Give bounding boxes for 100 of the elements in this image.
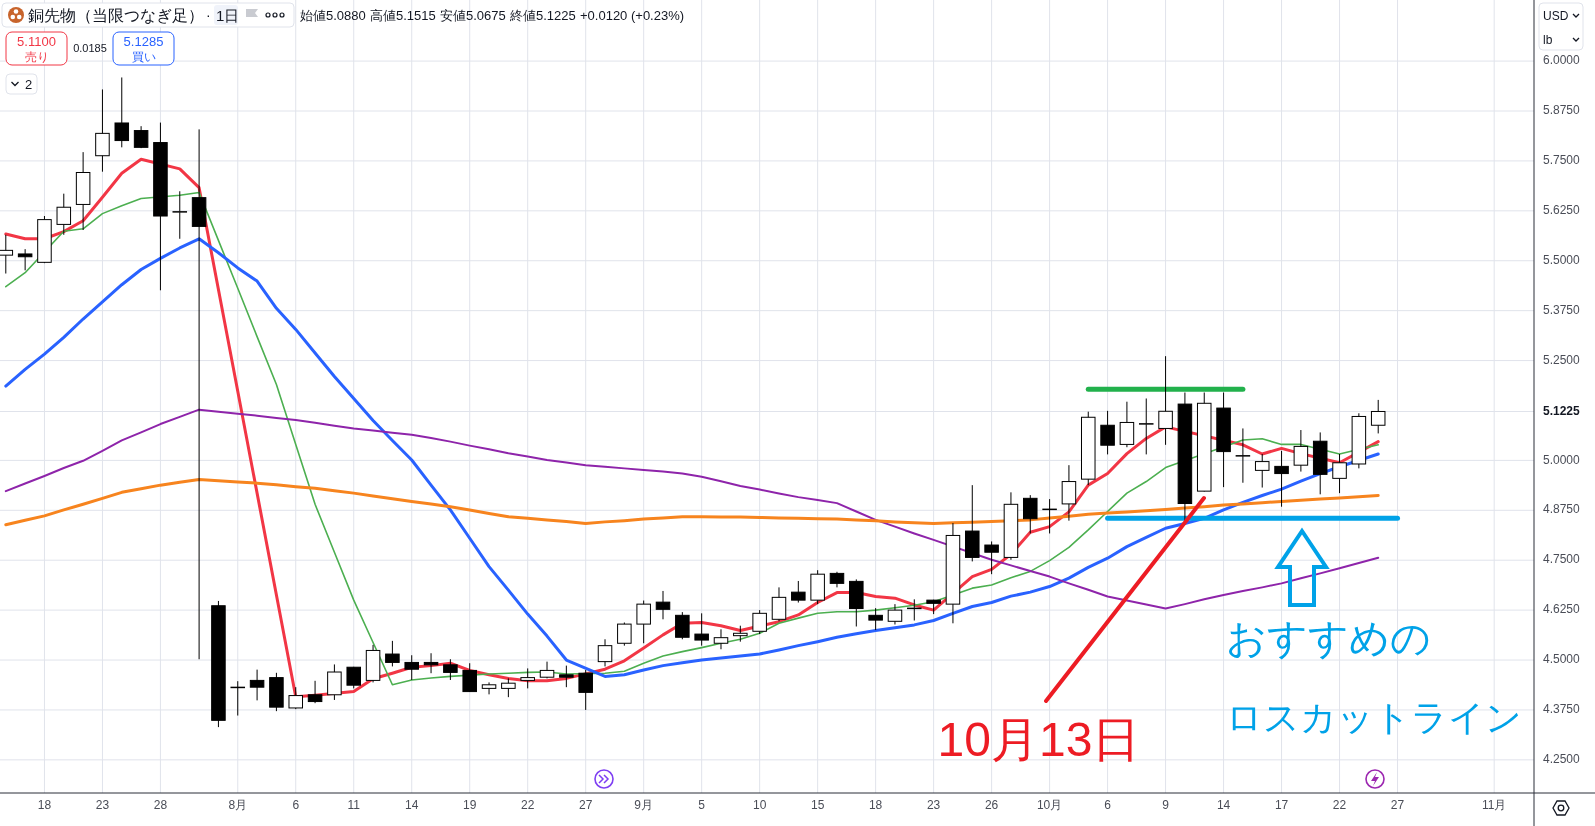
text: USD xyxy=(1543,9,1569,23)
candlestick xyxy=(17,248,33,271)
candlestick xyxy=(114,76,130,148)
candlestick xyxy=(578,669,593,711)
x-tick-label: 6 xyxy=(292,798,300,813)
candlestick xyxy=(713,628,729,650)
x-tick-label: 9 xyxy=(1162,798,1170,813)
candlestick xyxy=(868,607,883,631)
candlestick xyxy=(462,662,477,693)
candlestick xyxy=(501,677,516,698)
candlestick xyxy=(1235,427,1251,484)
candlestick xyxy=(694,612,709,647)
annotation: 0.0185 xyxy=(73,42,107,54)
candlestick xyxy=(791,580,806,604)
x-tick-label: 11 xyxy=(347,798,361,813)
candlestick xyxy=(559,665,574,688)
line-series xyxy=(4,478,1380,527)
x-tick-label: 23 xyxy=(95,798,110,813)
annotation: 安値5.0675 xyxy=(440,8,506,23)
y-tick-label: 4.8750 xyxy=(1543,502,1581,517)
y-tick-label: 5.1225 xyxy=(1543,403,1581,418)
candlestick xyxy=(771,586,787,622)
x-tick-label: 10月 xyxy=(1036,798,1063,813)
candlestick xyxy=(191,128,207,660)
candlestick xyxy=(907,598,922,621)
annotation: ロスカットライン xyxy=(1226,697,1522,738)
x-tick-label: 11月 xyxy=(1481,798,1507,813)
candlestick xyxy=(0,234,14,275)
candlestick xyxy=(1061,464,1077,522)
annotation: おすすめの xyxy=(1226,616,1431,660)
candlestick xyxy=(249,669,265,701)
line-series xyxy=(4,408,1380,610)
candlestick xyxy=(1254,453,1270,489)
x-tick-label: 5 xyxy=(698,798,706,813)
candlestick xyxy=(984,540,999,575)
annotation: 2 xyxy=(25,77,33,92)
y-tick-label: 5.8750 xyxy=(1543,103,1581,118)
annotation: 高値5.1515 xyxy=(370,8,436,23)
candlestick xyxy=(752,609,767,635)
candlestick xyxy=(307,680,323,704)
candlestick xyxy=(443,658,458,681)
candlestick xyxy=(520,667,535,689)
candlestick xyxy=(1119,401,1135,448)
annotation: +0.0120 (+0.23%) xyxy=(580,8,685,23)
annotation: 終値5.1225 xyxy=(509,8,576,23)
text: lb xyxy=(1543,33,1553,47)
y-tick-label: 5.0000 xyxy=(1543,452,1581,467)
candlestick xyxy=(675,611,690,640)
x-tick-label: 10 xyxy=(752,798,767,813)
x-tick-label: 18 xyxy=(868,798,883,813)
x-tick-label: 18 xyxy=(37,798,52,813)
annotation: 売り xyxy=(24,50,49,64)
x-tick-label: 6 xyxy=(1104,798,1112,813)
x-tick-label: 14 xyxy=(1216,798,1231,813)
candlestick xyxy=(1138,398,1154,455)
candlestick xyxy=(1100,410,1115,455)
x-tick-label: 27 xyxy=(1390,798,1405,813)
candlestick xyxy=(1293,429,1309,473)
x-tick-label: 26 xyxy=(984,798,999,813)
candlestick xyxy=(327,663,342,701)
y-tick-label: 5.7500 xyxy=(1543,153,1581,168)
candlestick xyxy=(1370,399,1386,434)
candlestick xyxy=(404,654,419,681)
candlestick xyxy=(1023,494,1038,534)
y-tick-label: 5.6250 xyxy=(1543,203,1581,217)
y-tick-label: 4.7500 xyxy=(1543,552,1581,567)
annotation: 10月13日 xyxy=(937,713,1141,766)
y-tick-label: 4.2500 xyxy=(1543,752,1581,767)
annotation: · xyxy=(206,7,211,23)
candlestick xyxy=(636,600,651,644)
candlestick xyxy=(1274,450,1289,508)
x-tick-label: 27 xyxy=(579,798,593,813)
candlestick xyxy=(597,638,613,667)
y-tick-label: 4.6250 xyxy=(1543,602,1581,617)
x-tick-label: 22 xyxy=(521,798,535,813)
y-tick-label: 6.0000 xyxy=(1543,53,1581,68)
annotation: 5.1100 xyxy=(17,34,56,49)
x-tick-label: 8月 xyxy=(228,798,248,813)
y-tick-label: 4.5000 xyxy=(1543,652,1581,667)
x-tick-label: 9月 xyxy=(634,798,654,813)
candlestick xyxy=(887,603,903,625)
x-tick-label: 19 xyxy=(463,798,477,813)
candlestick xyxy=(1332,453,1347,494)
annotation: 始値5.0880 xyxy=(300,8,366,23)
y-tick-label: 5.3750 xyxy=(1543,302,1581,317)
candlestick xyxy=(481,681,497,695)
x-tick-label: 22 xyxy=(1332,798,1347,813)
x-tick-label: 17 xyxy=(1274,798,1289,813)
candlestick xyxy=(1042,498,1057,534)
x-tick-label: 15 xyxy=(810,798,825,813)
annotation: 5.1285 xyxy=(123,34,164,49)
chart-title: 銅先物（当限つなぎ足） xyxy=(28,7,204,24)
candlestick xyxy=(385,640,400,667)
x-tick-label: 28 xyxy=(153,798,168,813)
y-tick-label: 4.3750 xyxy=(1543,702,1581,717)
x-tick-label: 23 xyxy=(926,798,941,813)
y-tick-label: 5.2500 xyxy=(1543,352,1581,367)
annotation: 買い xyxy=(131,50,156,64)
candlestick xyxy=(172,190,188,240)
candlestick xyxy=(539,661,555,679)
